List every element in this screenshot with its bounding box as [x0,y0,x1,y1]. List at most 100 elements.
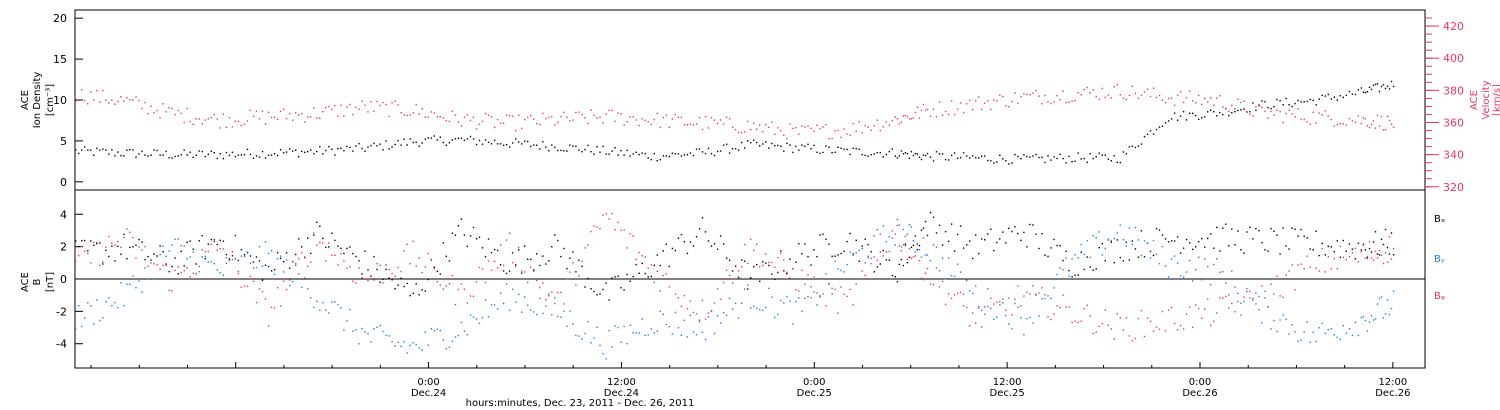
bx-point [524,245,526,247]
bx-point [1137,256,1140,258]
velocity-point [1062,90,1064,92]
density-point [237,154,240,156]
bz-point [201,249,203,251]
density-point [1116,161,1118,163]
bz-point [852,304,854,306]
by-point [246,252,249,254]
bz-point [424,266,426,268]
bx-point [1122,260,1125,262]
bx-point [322,237,324,240]
velocity-point [1376,114,1379,117]
date-tick-label: Dec.26 [1182,388,1217,399]
by-point [1131,243,1134,246]
velocity-point [445,119,447,122]
velocity-point [876,119,878,121]
bz-point [891,230,893,232]
bz-point [1243,296,1245,298]
velocity-point [1026,93,1028,96]
velocity-point [1023,93,1025,95]
density-point [174,155,176,158]
velocity-point [174,113,176,116]
velocity-point [1198,94,1200,97]
density-point [1113,155,1115,157]
bz-point [783,259,785,261]
velocity-point [1360,122,1363,125]
velocity-point [421,108,423,110]
bz-point [78,254,80,257]
bx-point [716,248,719,250]
density-point [882,156,884,158]
by-point [719,322,722,324]
bz-point [1014,298,1016,300]
density-point [1282,104,1284,106]
time-tick-label: 12:00 [1378,377,1407,388]
by-point [141,291,143,293]
density-point [1357,89,1360,91]
bz-point [1032,285,1034,287]
bx-point [548,260,550,262]
bz-point [822,277,824,280]
by-point [978,305,980,308]
bx-point [906,262,909,264]
bx-point [916,249,919,251]
density-point [1107,158,1109,160]
density-point [1011,162,1013,164]
bz-point [1002,298,1004,300]
velocity-point [135,96,137,98]
velocity-point [502,122,505,124]
by-point [463,330,466,332]
density-point [433,135,435,137]
bz-point [1170,306,1173,309]
density-point [1380,85,1383,88]
density-point [349,146,351,149]
bz-point [966,306,968,309]
bx-point [204,257,206,260]
bx-point [969,240,971,242]
velocity-point [665,114,667,116]
by-point [1161,245,1164,248]
density-point [325,149,327,152]
by-point [285,259,288,261]
bz-point [1378,249,1381,252]
density-point [1158,126,1161,128]
density-point [780,145,782,147]
bx-point [993,249,995,252]
density-point [1249,111,1251,113]
velocity-point [1137,97,1140,99]
velocity-point [956,108,959,110]
density-point [216,157,218,160]
by-point [307,288,309,290]
bz-point [96,241,98,244]
bx-point [234,234,237,237]
velocity-point [267,111,270,113]
b-tick-label: 4 [60,208,67,221]
by-point [910,226,913,228]
bz-point [289,279,291,281]
by-point [475,318,478,320]
by-point [587,320,589,323]
bz-point [1146,317,1149,319]
velocity-point [518,114,520,116]
bz-point [1270,283,1272,285]
velocity-point [731,126,734,128]
density-point [1342,96,1344,99]
bz-point [192,272,194,274]
bz-point [1246,288,1248,290]
density-point [1146,133,1149,135]
velocity-point [352,113,354,116]
velocity-point [843,128,845,130]
velocity-point [962,111,965,114]
velocity-point [180,112,182,115]
velocity-point [1164,102,1167,104]
bx-point [147,255,149,258]
density-point [1086,161,1088,163]
velocity-point [204,119,206,121]
density-point [801,144,803,146]
by-point [123,304,125,307]
by-point [629,324,631,327]
density-point [914,153,917,155]
velocity-point [653,118,655,121]
density-point [719,150,722,152]
density-point [240,154,243,156]
